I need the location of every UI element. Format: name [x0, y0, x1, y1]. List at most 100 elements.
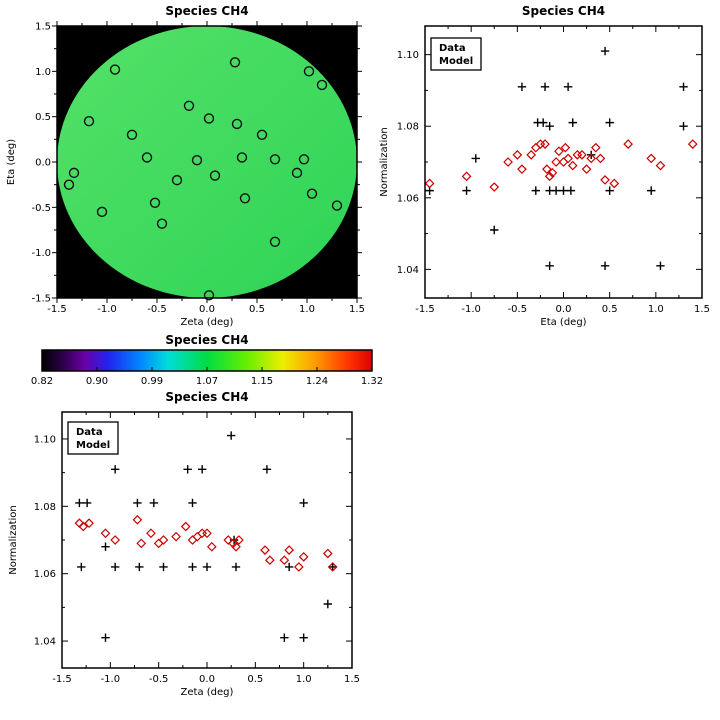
map-panel-title: Species CH4 — [165, 4, 249, 18]
legend-box — [67, 421, 119, 455]
data-plus-marker — [149, 498, 159, 508]
zeta-panel-title: Species CH4 — [165, 390, 249, 404]
legend-entry: Model — [439, 56, 473, 67]
sounding-circle — [63, 179, 75, 190]
x-axis-label: Zeta (deg) — [181, 687, 234, 698]
model-diamond-marker — [100, 528, 111, 539]
model-diamond-marker — [234, 535, 244, 545]
sounding-circle — [298, 154, 310, 165]
sounding-circle — [191, 154, 203, 166]
model-diamond-marker — [461, 171, 472, 182]
data-plus-marker — [545, 122, 554, 131]
colorbar-tick-label: 1.24 — [306, 376, 328, 387]
model-diamond-marker — [542, 164, 552, 175]
data-plus-marker — [110, 562, 120, 572]
model-diamond-marker — [586, 153, 597, 164]
sounding-circle — [209, 170, 221, 181]
model-diamond-marker — [153, 538, 164, 549]
x-tick-label: 1.0 — [299, 304, 315, 315]
model-diamond-marker — [206, 541, 217, 552]
data-plus-marker — [679, 82, 688, 92]
model-diamond-marker — [136, 538, 147, 549]
y-tick-label: -1.0 — [31, 248, 51, 259]
legend-entry: Data — [439, 43, 466, 54]
model-diamond-marker — [187, 535, 198, 545]
y-tick-label: 1.08 — [397, 122, 419, 133]
sounding-circle — [269, 236, 281, 247]
model-diamond-marker — [623, 139, 633, 149]
data-plus-marker — [135, 562, 144, 572]
data-plus-marker — [110, 465, 120, 474]
data-plus-marker — [559, 186, 568, 195]
sounding-circle — [83, 115, 95, 127]
model-diamond-marker — [327, 562, 338, 572]
sounding-circle — [141, 152, 153, 163]
data-plus-marker — [101, 542, 110, 551]
x-tick-label: -0.5 — [147, 304, 167, 315]
model-diamond-marker — [544, 171, 555, 182]
fov-map-panel: -1.5 -1.0 -0.5 0.0 0.5 1.0 1.5 -1.5 -1.0 -0.5 0.0 0… — [6, 21, 365, 328]
sounding-circle — [109, 64, 121, 75]
model-diamond-marker — [489, 182, 500, 192]
sounding-circle — [156, 218, 168, 229]
model-diamond-marker — [260, 545, 270, 555]
data-plus-marker — [183, 465, 192, 474]
sounding-circle — [306, 188, 318, 199]
data-plus-marker — [197, 465, 207, 474]
sounding-circle — [231, 118, 243, 130]
model-diamond-marker — [146, 528, 156, 539]
y-tick-label: 1.10 — [397, 50, 419, 61]
fov-disk — [57, 26, 357, 298]
y-tick-label: 1.5 — [35, 22, 51, 33]
model-diamond-marker — [512, 149, 523, 160]
y-tick-label: 1.0 — [35, 67, 51, 78]
data-plus-marker — [551, 186, 561, 195]
model-diamond-marker — [223, 535, 234, 545]
y-tick-label: 1.06 — [397, 193, 419, 204]
model-diamond-marker — [279, 555, 290, 566]
model-diamond-marker — [554, 146, 564, 157]
data-plus-marker — [75, 498, 84, 508]
model-diamond-marker — [503, 157, 513, 167]
sounding-circle — [316, 79, 328, 91]
model-diamond-marker — [298, 551, 309, 562]
x-tick-label: 1.0 — [648, 304, 664, 315]
sounding-circle — [269, 154, 281, 165]
model-diamond-marker — [424, 178, 435, 189]
sounding-circle — [183, 100, 195, 111]
x-tick-label: -1.0 — [101, 674, 121, 685]
sounding-circle — [291, 167, 303, 179]
sounding-circle — [239, 193, 251, 204]
colorbar-tick-label: 1.32 — [361, 376, 383, 387]
legend-entry: Data — [76, 427, 103, 438]
sounding-circle — [236, 152, 248, 163]
data-plus-marker — [600, 261, 610, 270]
colorbar-tick-label: 1.15 — [251, 376, 273, 387]
model-diamond-marker — [231, 541, 241, 552]
y-axis-label: Normalization — [8, 505, 19, 575]
model-diamond-marker — [540, 139, 550, 149]
data-plus-marker — [531, 186, 540, 195]
data-plus-marker — [563, 82, 573, 92]
x-axis-label: Zeta (deg) — [181, 317, 234, 328]
x-tick-label: -1.5 — [47, 304, 67, 315]
model-diamond-marker — [567, 160, 578, 171]
sounding-circle — [203, 290, 215, 301]
sounding-circle — [331, 200, 343, 211]
data-plus-marker — [462, 186, 471, 195]
model-diamond-marker — [517, 164, 527, 175]
data-plus-marker — [490, 225, 499, 235]
y-tick-label: 1.10 — [34, 434, 56, 445]
model-diamond-marker — [78, 521, 89, 532]
data-plus-marker — [323, 599, 333, 609]
model-diamond-marker — [202, 528, 212, 539]
data-plus-marker — [299, 498, 308, 508]
data-plus-marker — [605, 118, 614, 127]
data-plus-marker — [226, 431, 236, 440]
colorbar-tick-label: 0.99 — [141, 376, 163, 387]
sounding-circle — [149, 197, 161, 209]
data-plus-marker — [566, 186, 576, 195]
data-plus-marker — [101, 633, 110, 642]
eta-panel-title: Species CH4 — [521, 4, 606, 18]
data-plus-marker — [159, 562, 168, 572]
